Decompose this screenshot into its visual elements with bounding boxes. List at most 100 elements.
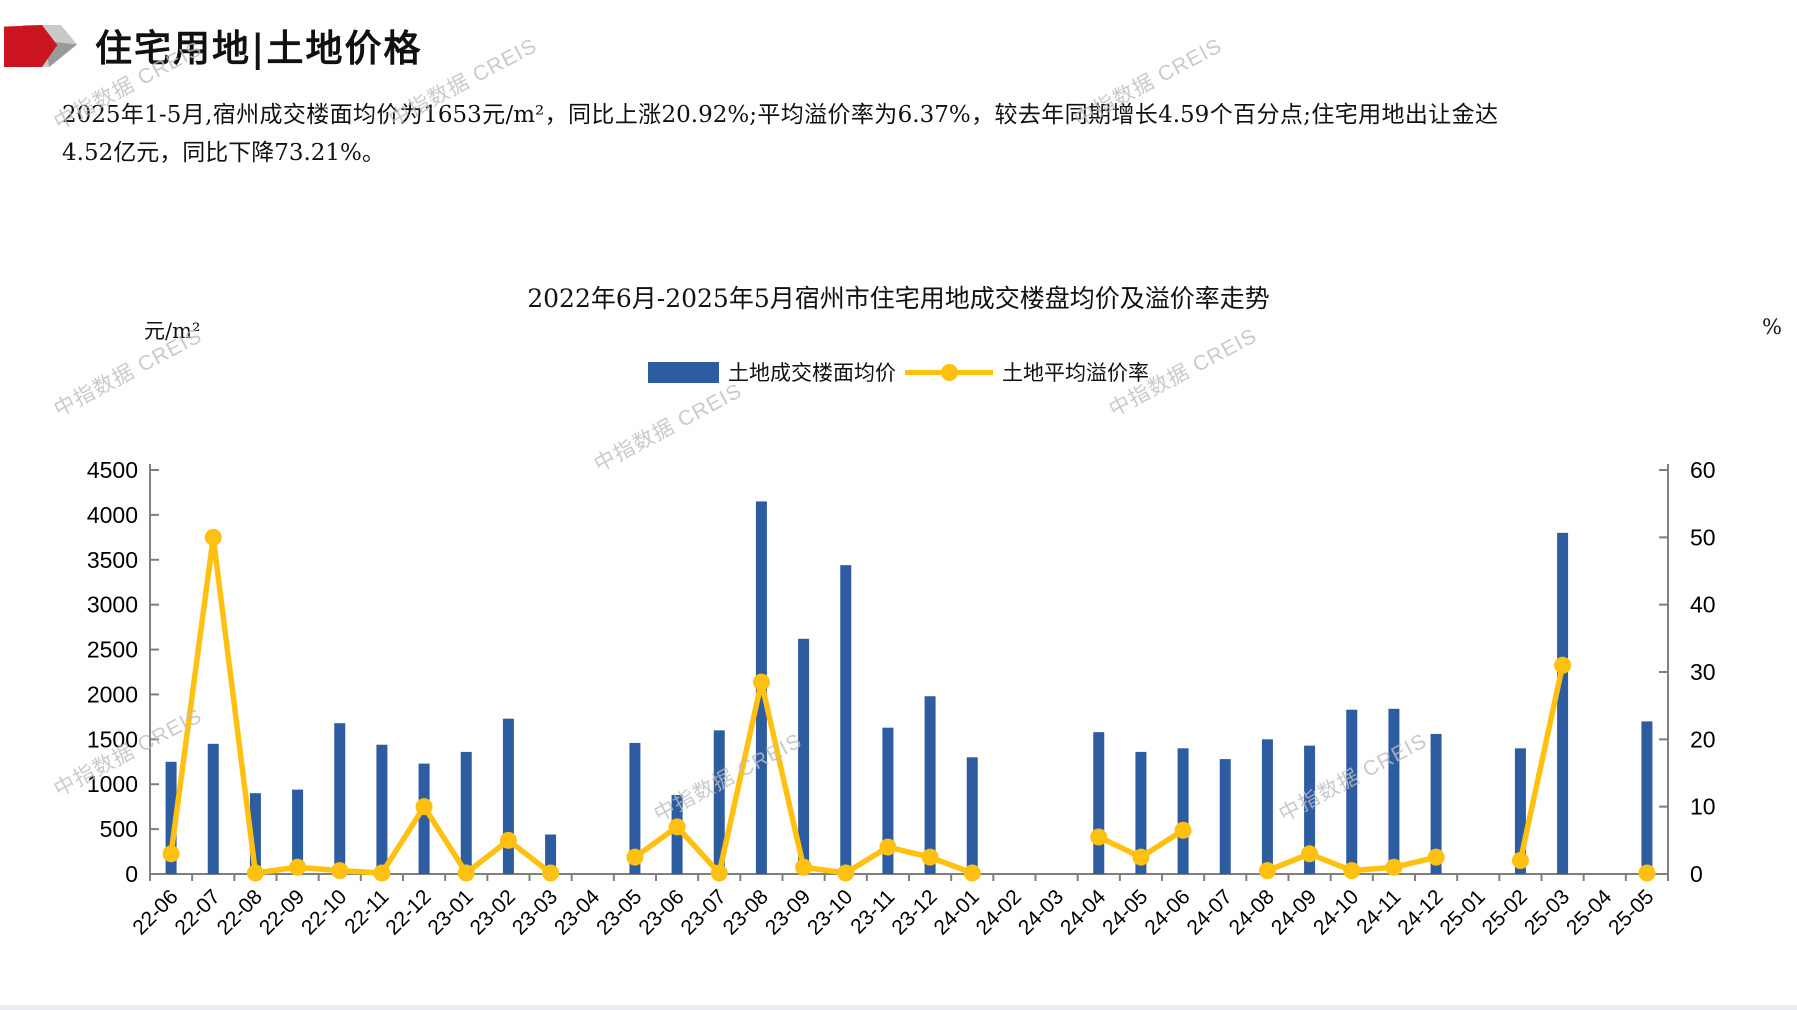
y-tick-label-right: 10 <box>1690 794 1716 820</box>
x-tick-label: 23-01 <box>424 885 478 939</box>
x-tick-label: 24-04 <box>1056 885 1110 939</box>
y-tick-label-left: 0 <box>125 861 138 887</box>
x-tick-label: 25-01 <box>1436 885 1490 939</box>
premium-dot-22-10 <box>331 862 349 880</box>
premium-dot-23-07 <box>710 864 728 882</box>
y-tick-label-left: 1500 <box>87 726 138 752</box>
y-tick-label-right: 40 <box>1690 592 1716 618</box>
x-tick-label: 22-10 <box>297 885 351 939</box>
x-tick-label: 22-11 <box>340 885 393 938</box>
x-tick-label: 25-04 <box>1562 885 1616 939</box>
bar-22-08 <box>249 793 261 874</box>
right-axis-unit: % <box>1762 315 1782 339</box>
premium-dot-23-03 <box>542 864 560 882</box>
y-tick-label-left: 500 <box>100 816 138 842</box>
premium-dot-25-05 <box>1638 864 1656 882</box>
x-tick-label: 24-06 <box>1140 885 1194 939</box>
premium-dot-22-08 <box>246 864 264 882</box>
premium-dot-25-03 <box>1554 656 1572 674</box>
bar-23-05 <box>629 742 641 874</box>
y-tick-label-right: 0 <box>1690 861 1703 887</box>
bar-22-07 <box>207 743 219 874</box>
x-tick-label: 24-03 <box>1014 885 1068 939</box>
bar-22-12 <box>418 763 430 874</box>
premium-dot-24-10 <box>1343 862 1361 880</box>
bar-23-11 <box>882 727 894 874</box>
legend-line-label: 土地平均溢价率 <box>1002 361 1149 385</box>
y-tick-label-left: 4500 <box>87 457 138 483</box>
y-tick-label-left: 3000 <box>87 592 138 618</box>
y-tick-label-right: 50 <box>1690 524 1716 550</box>
premium-dot-24-05 <box>1132 848 1150 866</box>
legend-bar-label: 土地成交楼面均价 <box>728 361 896 385</box>
x-tick-label: 24-10 <box>1309 885 1363 939</box>
premium-dot-24-04 <box>1090 828 1108 846</box>
premium-dot-24-06 <box>1174 821 1192 839</box>
bar-22-09 <box>292 789 304 874</box>
bar-25-05 <box>1641 721 1653 874</box>
bar-23-09 <box>798 638 810 874</box>
y-tick-label-right: 30 <box>1690 659 1716 685</box>
x-tick-label: 23-03 <box>508 885 562 939</box>
x-tick-label: 23-04 <box>550 885 604 939</box>
x-tick-label: 22-07 <box>171 885 225 939</box>
bar-23-12 <box>924 696 936 874</box>
bottom-edge-strip <box>0 1005 1797 1010</box>
bar-24-09 <box>1304 745 1316 874</box>
premium-dot-22-11 <box>373 864 391 882</box>
bar-24-12 <box>1430 733 1442 874</box>
y-tick-label-left: 1000 <box>87 771 138 797</box>
bar-23-03 <box>545 834 557 874</box>
x-tick-label: 22-12 <box>381 885 435 939</box>
creis-logo <box>4 25 77 67</box>
x-tick-label: 24-12 <box>1393 885 1447 939</box>
bar-23-07 <box>713 730 725 874</box>
x-tick-label: 25-03 <box>1520 885 1574 939</box>
bar-24-01 <box>966 757 978 874</box>
premium-dot-22-12 <box>415 798 433 816</box>
bar-24-10 <box>1346 709 1358 874</box>
chart-title: 2022年6月-2025年5月宿州市住宅用地成交楼盘均价及溢价率走势 <box>527 284 1270 313</box>
premium-dot-24-12 <box>1427 848 1445 866</box>
x-tick-label: 23-05 <box>592 885 646 939</box>
x-tick-label: 23-02 <box>466 885 520 939</box>
legend-line-swatch <box>905 362 993 383</box>
premium-dot-24-08 <box>1258 862 1276 880</box>
bar-24-08 <box>1261 739 1273 874</box>
premium-dot-24-09 <box>1301 845 1319 863</box>
premium-dot-22-09 <box>289 858 307 876</box>
y-tick-label-right: 20 <box>1690 726 1716 752</box>
premium-dot-23-12 <box>921 848 939 866</box>
premium-dot-22-07 <box>204 528 222 546</box>
premium-dot-23-05 <box>626 848 644 866</box>
x-tick-label: 24-02 <box>972 885 1026 939</box>
y-tick-label-left: 2500 <box>87 637 138 663</box>
x-tick-label: 23-07 <box>677 885 731 939</box>
bar-22-10 <box>334 723 346 874</box>
x-tick-label: 22-08 <box>213 885 267 939</box>
premium-dot-23-11 <box>879 838 897 856</box>
premium-dot-24-11 <box>1385 858 1403 876</box>
premium-dot-22-06 <box>162 845 180 863</box>
premium-dot-23-02 <box>499 831 517 849</box>
bar-25-03 <box>1557 532 1569 874</box>
bar-22-11 <box>376 744 388 874</box>
premium-line-segment <box>168 534 554 876</box>
x-tick-label: 23-10 <box>803 885 857 939</box>
x-tick-label: 23-06 <box>634 885 688 939</box>
legend-line-dot <box>941 363 958 381</box>
premium-line-segment <box>1517 662 1566 864</box>
bar-24-06 <box>1177 748 1189 874</box>
x-tick-label: 23-11 <box>846 885 899 938</box>
x-tick-label: 24-09 <box>1267 885 1321 939</box>
bar-24-05 <box>1135 751 1147 874</box>
premium-dot-23-06 <box>668 818 686 836</box>
x-tick-label: 23-09 <box>761 885 815 939</box>
premium-dot-23-08 <box>752 673 770 691</box>
bar-22-06 <box>165 761 177 874</box>
x-tick-label: 24-05 <box>1098 885 1152 939</box>
bar-24-07 <box>1219 759 1231 874</box>
legend-bar-swatch <box>648 361 719 383</box>
bar-23-01 <box>460 751 472 874</box>
